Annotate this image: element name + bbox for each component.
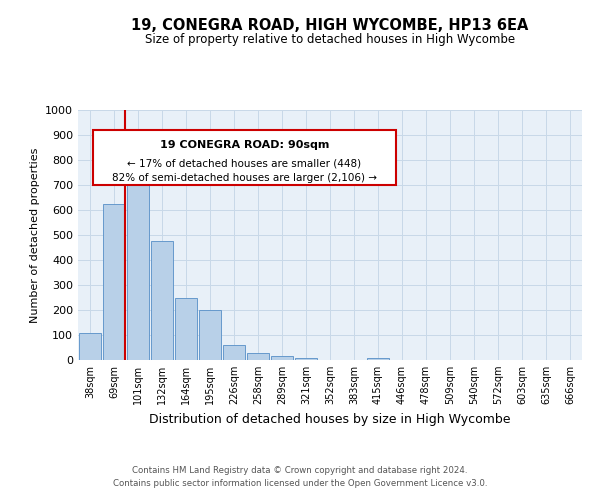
Bar xyxy=(295,358,317,360)
Bar xyxy=(199,310,221,360)
Bar xyxy=(247,352,269,360)
Y-axis label: Number of detached properties: Number of detached properties xyxy=(29,148,40,322)
Bar xyxy=(367,358,389,360)
Bar xyxy=(223,345,245,360)
Bar xyxy=(103,204,125,360)
Text: 82% of semi-detached houses are larger (2,106) →: 82% of semi-detached houses are larger (… xyxy=(112,174,377,184)
Text: Size of property relative to detached houses in High Wycombe: Size of property relative to detached ho… xyxy=(145,32,515,46)
X-axis label: Distribution of detached houses by size in High Wycombe: Distribution of detached houses by size … xyxy=(149,412,511,426)
Bar xyxy=(151,242,173,360)
FancyBboxPatch shape xyxy=(93,130,395,185)
Text: 19 CONEGRA ROAD: 90sqm: 19 CONEGRA ROAD: 90sqm xyxy=(160,140,329,150)
Bar xyxy=(79,332,101,360)
Text: Contains HM Land Registry data © Crown copyright and database right 2024.
Contai: Contains HM Land Registry data © Crown c… xyxy=(113,466,487,487)
Bar xyxy=(127,160,149,360)
Bar xyxy=(175,298,197,360)
Text: 19, CONEGRA ROAD, HIGH WYCOMBE, HP13 6EA: 19, CONEGRA ROAD, HIGH WYCOMBE, HP13 6EA xyxy=(131,18,529,32)
Bar xyxy=(271,356,293,360)
Text: ← 17% of detached houses are smaller (448): ← 17% of detached houses are smaller (44… xyxy=(127,158,361,168)
